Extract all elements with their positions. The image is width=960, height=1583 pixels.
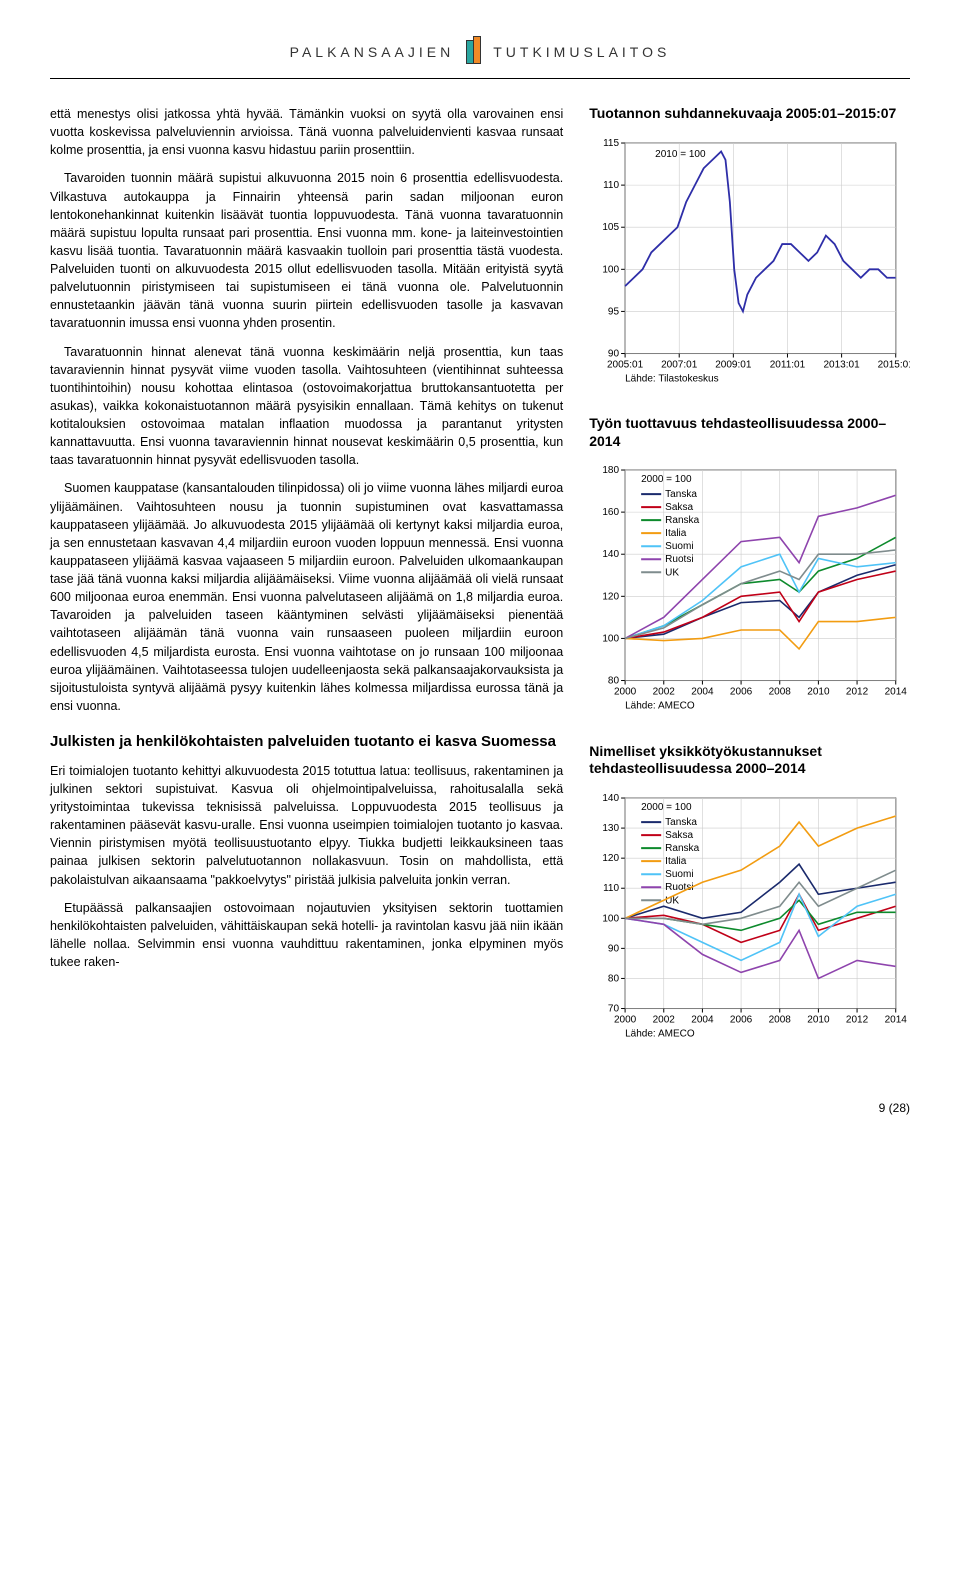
svg-text:2000 = 100: 2000 = 100 [641,474,692,485]
svg-text:95: 95 [608,306,620,317]
chart-svg: 80 100 120 140 160 180 2000 2002 2004 2006 2008 201… [589,460,910,721]
header-right: TUTKIMUSLAITOS [493,42,670,62]
svg-text:2008: 2008 [769,687,792,698]
svg-text:Saksa: Saksa [665,830,693,841]
svg-text:140: 140 [603,549,620,560]
svg-text:Lähde: Tilastokeskus: Lähde: Tilastokeskus [625,373,719,384]
svg-text:2008: 2008 [769,1014,792,1025]
svg-text:120: 120 [603,591,620,602]
svg-text:2006: 2006 [730,687,753,698]
svg-text:2013:01: 2013:01 [824,359,861,370]
chart-svg: 70 80 90 100 110 120 130 140 2000 2002 2004 2006 200… [589,788,910,1049]
svg-text:2011:01: 2011:01 [770,359,806,370]
svg-text:Lähde: AMECO: Lähde: AMECO [625,1028,695,1039]
svg-text:2002: 2002 [653,687,676,698]
paragraph: että menestys olisi jatkossa yhtä hyvää.… [50,105,563,159]
chart-svg: 90 95 100 105 110 115 2005:01 2007:01 2009:01 201… [589,133,910,394]
svg-text:120: 120 [603,853,620,864]
logo-icon [466,40,481,64]
svg-text:115: 115 [603,138,619,149]
paragraph: Suomen kauppatase (kansantalouden tilinp… [50,479,563,715]
svg-text:2007:01: 2007:01 [661,359,698,370]
svg-text:90: 90 [608,348,620,359]
svg-text:2010 = 100: 2010 = 100 [655,149,706,160]
section-heading: Julkisten ja henkilökohtaisten palveluid… [50,733,563,752]
paragraph: Eri toimialojen tuotanto kehittyi alkuvu… [50,762,563,889]
svg-text:2012: 2012 [846,687,869,698]
paragraph: Tavaroiden tuonnin määrä supistui alkuvu… [50,169,563,332]
page-number: 9 (28) [50,1100,910,1117]
chart-yksikkotyokustannukset: Nimelliset yksikkötyökustannukset tehdas… [589,743,910,1049]
chart-title: Työn tuottavuus tehdasteollisuudessa 200… [589,415,910,450]
header-rule [50,78,910,79]
svg-text:90: 90 [608,943,620,954]
svg-text:105: 105 [603,222,620,233]
svg-text:100: 100 [603,264,620,275]
svg-text:2010: 2010 [807,687,830,698]
svg-text:Ruotsi: Ruotsi [665,554,693,565]
svg-text:130: 130 [603,823,620,834]
chart-title: Tuotannon suhdannekuvaaja 2005:01–2015:0… [589,105,910,123]
chart-title: Nimelliset yksikkötyökustannukset tehdas… [589,743,910,778]
svg-text:160: 160 [603,507,620,518]
svg-text:2000: 2000 [614,687,637,698]
paragraph: Etupäässä palkansaajien ostovoimaan noja… [50,899,563,972]
svg-text:Italia: Italia [665,528,687,539]
header-left: PALKANSAAJIEN [290,42,455,62]
paragraph: Tavaratuonnin hinnat alenevat tänä vuonn… [50,343,563,470]
svg-text:2005:01: 2005:01 [607,359,644,370]
svg-text:Lähde: AMECO: Lähde: AMECO [625,701,695,712]
svg-text:2000 = 100: 2000 = 100 [641,802,692,813]
svg-text:2014: 2014 [885,687,908,698]
svg-text:100: 100 [603,634,620,645]
svg-text:2015:01: 2015:01 [878,359,910,370]
page-header: PALKANSAAJIEN TUTKIMUSLAITOS [50,40,910,78]
svg-text:2006: 2006 [730,1014,753,1025]
svg-text:2004: 2004 [692,687,715,698]
chart-tuotannon-suhdannekuvaaja: Tuotannon suhdannekuvaaja 2005:01–2015:0… [589,105,910,393]
main-text-column: että menestys olisi jatkossa yhtä hyvää.… [50,105,563,1070]
svg-text:2009:01: 2009:01 [715,359,752,370]
svg-text:2002: 2002 [653,1014,676,1025]
svg-text:Saksa: Saksa [665,502,693,513]
svg-text:100: 100 [603,913,620,924]
svg-text:2004: 2004 [692,1014,715,1025]
svg-text:80: 80 [608,973,620,984]
charts-column: Tuotannon suhdannekuvaaja 2005:01–2015:0… [589,105,910,1070]
svg-text:Italia: Italia [665,856,687,867]
svg-text:Suomi: Suomi [665,541,693,552]
svg-text:2014: 2014 [885,1014,908,1025]
svg-text:Ranska: Ranska [665,843,699,854]
svg-text:80: 80 [608,676,620,687]
svg-text:70: 70 [608,1003,620,1014]
chart-tyon-tuottavuus: Työn tuottavuus tehdasteollisuudessa 200… [589,415,910,721]
svg-text:2012: 2012 [846,1014,869,1025]
svg-text:2010: 2010 [807,1014,830,1025]
svg-text:140: 140 [603,793,620,804]
svg-text:Ranska: Ranska [665,515,699,526]
svg-text:110: 110 [603,883,619,894]
svg-text:2000: 2000 [614,1014,637,1025]
svg-text:180: 180 [603,465,620,476]
svg-text:110: 110 [603,180,619,191]
svg-text:UK: UK [665,567,679,578]
svg-text:Suomi: Suomi [665,869,693,880]
svg-text:Tanska: Tanska [665,817,697,828]
svg-text:Tanska: Tanska [665,489,697,500]
